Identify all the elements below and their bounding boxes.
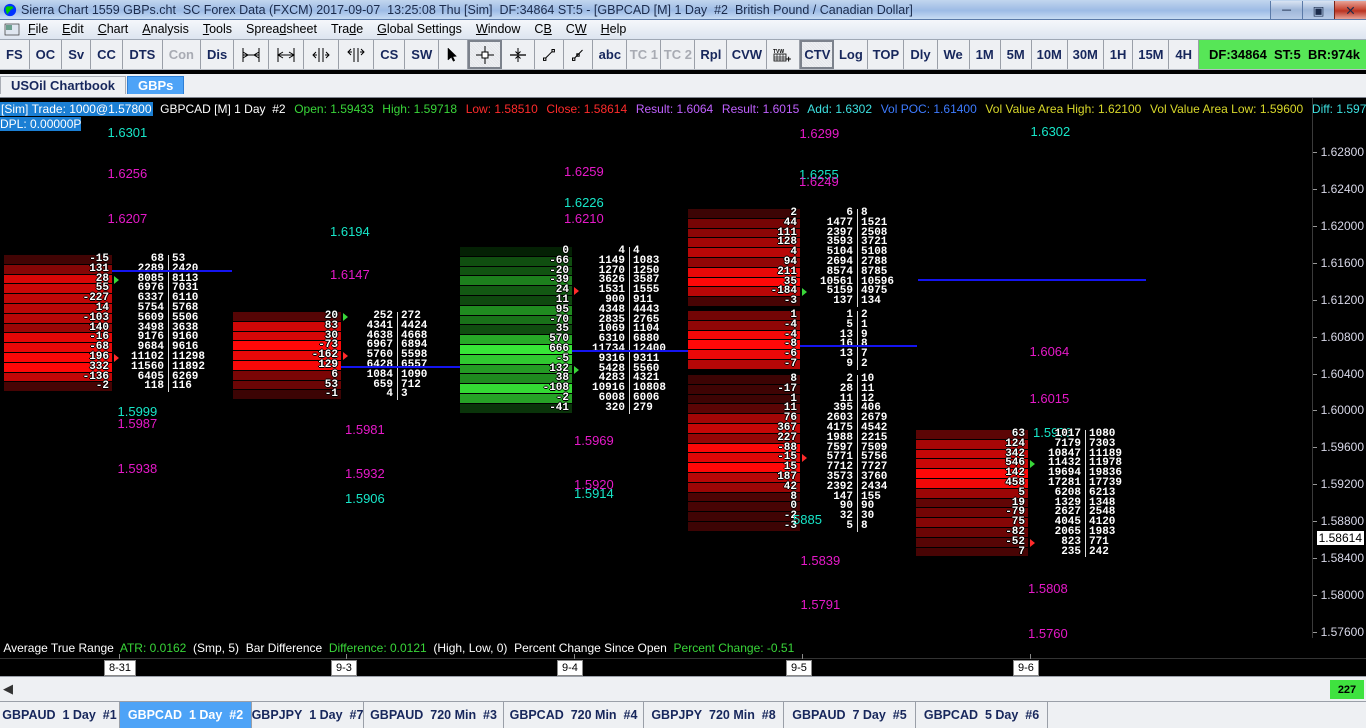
svg-text:+: + <box>786 54 791 63</box>
